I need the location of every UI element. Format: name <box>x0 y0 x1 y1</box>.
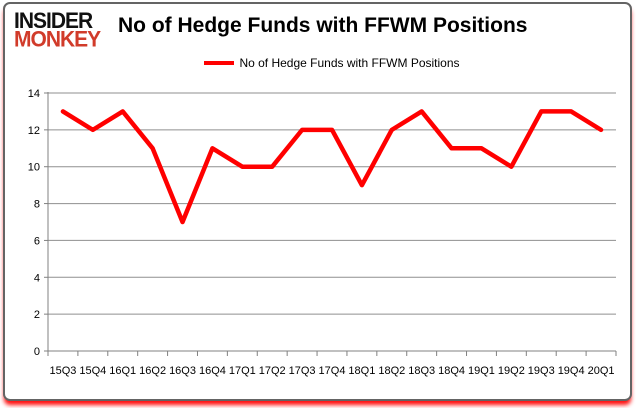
y-tick-label: 8 <box>34 199 40 211</box>
y-tick-label: 10 <box>28 162 40 174</box>
x-tick-label: 15Q4 <box>79 365 106 377</box>
x-tick-label: 19Q3 <box>528 365 555 377</box>
x-tick-label: 17Q3 <box>289 365 316 377</box>
x-tick-label: 16Q1 <box>109 365 136 377</box>
chart-title: No of Hedge Funds with FFWM Positions <box>118 14 528 37</box>
y-tick-label: 12 <box>28 125 40 137</box>
x-tick-label: 19Q1 <box>468 365 495 377</box>
x-tick-label: 17Q4 <box>319 365 346 377</box>
x-tick-label: 18Q4 <box>438 365 465 377</box>
logo-insider: INSIDER <box>14 8 93 33</box>
x-tick-label: 16Q4 <box>199 365 226 377</box>
legend-label: No of Hedge Funds with FFWM Positions <box>239 56 460 70</box>
x-tick-label: 18Q2 <box>378 365 405 377</box>
x-tick-label: 19Q2 <box>498 365 525 377</box>
y-tick-label: 6 <box>34 235 40 247</box>
x-tick-label: 16Q2 <box>139 365 166 377</box>
x-tick-label: 16Q3 <box>169 365 196 377</box>
x-tick-label: 17Q2 <box>259 365 286 377</box>
y-tick-label: 14 <box>28 88 40 100</box>
chart-card: INSIDER MONKEY No of Hedge Funds with FF… <box>3 2 632 401</box>
logo-monkey: MONKEY <box>14 27 101 52</box>
x-tick-label: 18Q3 <box>408 365 435 377</box>
y-tick-label: 4 <box>34 272 40 284</box>
legend: No of Hedge Funds with FFWM Positions <box>48 56 616 70</box>
insider-monkey-logo: INSIDER MONKEY <box>14 8 101 52</box>
y-tick-label: 0 <box>34 346 40 358</box>
legend-line-swatch <box>204 61 235 65</box>
x-tick-label: 19Q4 <box>558 365 585 377</box>
series-line <box>60 109 604 225</box>
x-tick-label: 17Q1 <box>229 365 256 377</box>
y-tick-label: 2 <box>34 309 40 321</box>
x-tick-label: 20Q1 <box>588 365 615 377</box>
x-tick-label: 15Q3 <box>49 365 76 377</box>
x-tick-label: 18Q1 <box>348 365 375 377</box>
